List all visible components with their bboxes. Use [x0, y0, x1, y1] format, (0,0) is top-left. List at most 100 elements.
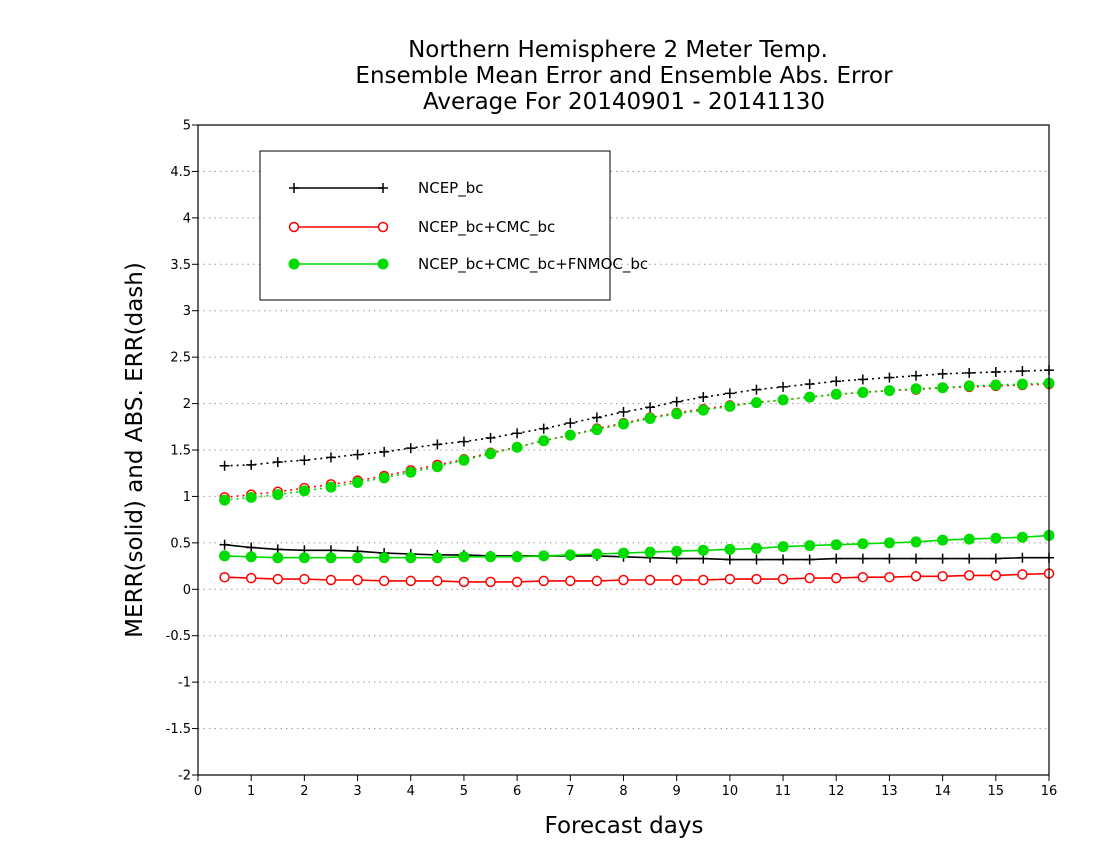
merr-point: [750, 542, 762, 554]
abs-err-point: [432, 439, 443, 450]
merr-point: [804, 572, 815, 584]
merr-point: [565, 575, 576, 587]
y-axis-label: MERR(solid) and ABS. ERR(dash): [122, 262, 148, 638]
merr-point: [831, 572, 842, 584]
axis-ticks: -2-1.5-1-0.500.511.522.533.544.550 1 2 3 4 5 6…: [166, 119, 1058, 800]
legend-marker: [288, 221, 300, 233]
series-NCEP_bc: [219, 365, 1054, 565]
merr-point: [618, 547, 629, 559]
abs-err-point: [405, 466, 417, 478]
merr-point: [352, 574, 363, 586]
abs-err-point: [591, 412, 602, 423]
chart-title-line-1: Northern Hemisphere 2 Meter Temp.: [408, 37, 828, 63]
x-tick-label: 13: [881, 784, 898, 799]
x-tick-label: 10: [722, 784, 739, 799]
abs-err-point: [883, 385, 895, 397]
merr-point: [644, 546, 656, 558]
abs-err-point: [724, 400, 736, 412]
merr-point: [405, 575, 416, 587]
merr-point: [245, 572, 257, 584]
series-NCEP_bc+CMC_bc: [219, 378, 1055, 588]
abs-err-point: [352, 477, 364, 488]
abs-err-point: [219, 460, 230, 471]
merr-point: [591, 575, 603, 587]
x-tick-label: 15: [988, 784, 1005, 799]
abs-err-point: [777, 394, 789, 406]
merr-point: [246, 542, 257, 553]
x-tick-label: 11: [775, 784, 792, 799]
merr-point: [830, 539, 842, 551]
merr-point: [990, 553, 1001, 564]
abs-err-point: [698, 392, 709, 403]
legend-marker: [378, 183, 388, 193]
legend-box: [259, 150, 611, 301]
merr-point: [911, 553, 922, 564]
series-NCEP_bc+CMC_bc+FNMOC_bc: [219, 377, 1055, 564]
merr-point: [857, 538, 869, 550]
abs-err-point: [272, 489, 284, 501]
abs-err-point: [219, 494, 231, 506]
merr-point: [883, 537, 895, 549]
abs-err-point: [431, 461, 443, 473]
merr-point: [777, 541, 789, 553]
merr-point: [245, 551, 257, 563]
abs-err-point: [697, 404, 709, 416]
merr-point: [937, 553, 948, 564]
abs-err-point: [538, 435, 550, 447]
abs-err-point: [724, 388, 735, 399]
legend-entry: NCEP_bc: [289, 179, 484, 198]
y-tick-label: -0.5: [166, 629, 191, 644]
x-tick-label: 8: [619, 784, 627, 799]
merr-point: [751, 573, 762, 585]
abs-err-point: [1017, 366, 1028, 377]
y-tick-label: -1.5: [166, 722, 191, 737]
merr-point: [272, 552, 284, 564]
merr-point: [804, 554, 815, 565]
abs-err-point: [591, 424, 603, 436]
merr-point: [485, 576, 496, 588]
legend-marker: [377, 258, 389, 270]
merr-point: [963, 533, 975, 545]
abs-err-point: [245, 491, 257, 503]
merr-point: [990, 532, 1002, 544]
abs-err-point: [671, 396, 682, 407]
x-tick-label: 1: [247, 784, 255, 799]
merr-point: [458, 551, 470, 563]
legend: NCEP_bc NCEP_bc+CMC_bc NCEP_bc+CMC_bc+FNMO…: [259, 150, 648, 301]
y-tick-label: 4.5: [170, 165, 191, 180]
merr-point: [884, 571, 895, 583]
merr-point: [432, 575, 443, 587]
y-tick-label: 2: [183, 397, 191, 412]
abs-err-point: [325, 452, 336, 463]
merr-point: [697, 544, 709, 556]
abs-err-point: [325, 481, 337, 493]
merr-point: [963, 570, 975, 581]
abs-err-point: [963, 380, 975, 392]
merr-point: [804, 540, 816, 552]
x-tick-label: 3: [353, 784, 361, 799]
merr-point: [644, 574, 656, 586]
merr-point: [1017, 569, 1028, 580]
merr-point: [910, 536, 922, 548]
legend-marker: [288, 258, 300, 270]
merr-point: [378, 552, 390, 564]
merr-line: [224, 534, 1050, 559]
abs-err-point: [644, 412, 656, 424]
abs-err-point: [671, 408, 683, 420]
merr-point: [378, 575, 390, 587]
abs-err-line: [224, 369, 1050, 467]
merr-point: [964, 553, 975, 564]
merr-point: [698, 574, 709, 586]
abs-err-point: [272, 457, 283, 468]
abs-err-point: [937, 382, 949, 394]
merr-point: [1017, 552, 1028, 563]
x-tick-label: 16: [1041, 784, 1058, 799]
x-tick-label: 12: [828, 784, 845, 799]
merr-point: [857, 571, 869, 583]
merr-point: [724, 543, 736, 555]
merr-point: [272, 573, 284, 585]
merr-point: [910, 571, 922, 582]
merr-point: [511, 576, 523, 588]
merr-point: [405, 552, 417, 564]
x-tick-label: 4: [407, 784, 415, 799]
